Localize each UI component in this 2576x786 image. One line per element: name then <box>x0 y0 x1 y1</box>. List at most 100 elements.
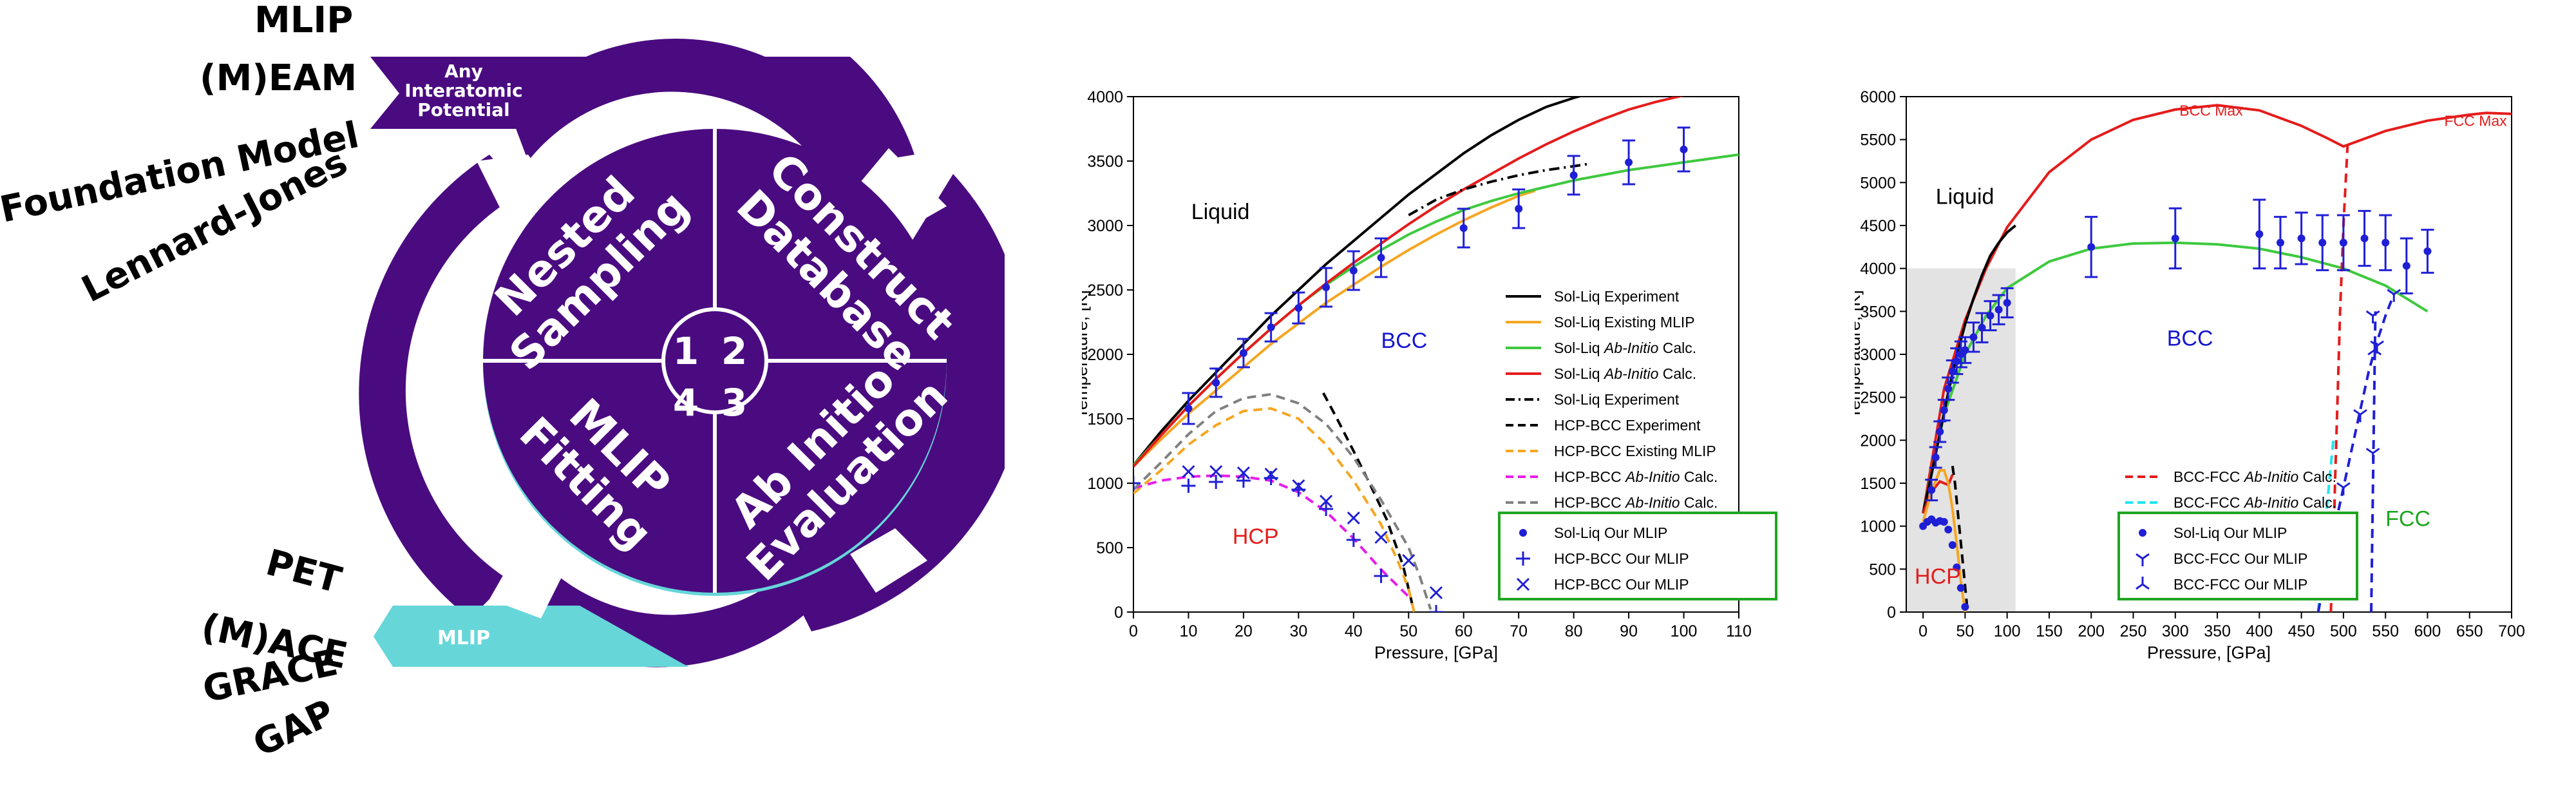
x-tick-label: 100 <box>1671 622 1698 640</box>
tri-down-marker <box>2336 482 2351 495</box>
region-label: Liquid <box>1936 185 1994 209</box>
legend-label: HCP-BCC Experiment <box>1554 417 1701 434</box>
legend-label: Sol-Liq Our MLIP <box>1554 524 1667 541</box>
step-number: 4 <box>673 381 699 425</box>
data-point <box>1944 385 1953 393</box>
x-marker <box>1236 466 1250 480</box>
data-point <box>1961 603 1969 611</box>
data-point <box>1515 205 1523 213</box>
plus-marker <box>1374 569 1388 583</box>
x-tick-label: 0 <box>1918 622 1927 640</box>
potential-label-bottom: PET <box>261 542 345 602</box>
legend-label: BCC-FCC Ab-Initio Calc. <box>2174 494 2336 511</box>
data-point <box>1927 486 1936 494</box>
plus-marker <box>1319 502 1334 516</box>
data-point <box>1680 146 1688 153</box>
legend: Sol-Liq Experiment Sol-Liq Existing MLIP S… <box>1498 288 1777 600</box>
x-marker <box>1320 494 1333 508</box>
x-marker <box>1209 465 1223 479</box>
y-tick-label: 4000 <box>1860 260 1896 278</box>
x-tick-label: 110 <box>1726 622 1752 640</box>
data-point <box>2402 262 2410 270</box>
x-tick-label: 300 <box>2162 622 2189 640</box>
x-tick-label: 100 <box>1994 622 2021 640</box>
y-axis-label: Temperature, [K] <box>1855 290 1864 419</box>
potential-label-bottom: GAP <box>247 692 341 765</box>
ring-gap-top-left <box>477 155 567 213</box>
x-tick-label: 10 <box>1180 622 1198 640</box>
y-tick-label: 4500 <box>1860 217 1896 235</box>
legend-box <box>1498 512 1777 600</box>
data-point <box>1322 283 1331 291</box>
plus-marker <box>1209 475 1224 489</box>
data-point <box>1953 357 1961 365</box>
phase-diagram-chart-2: 0 50 100 150 200 250 300 350 400 450 500 550 600 650 7… <box>1855 88 2525 662</box>
legend-label: BCC-FCC Our MLIP <box>2174 576 2307 593</box>
data-point <box>1948 541 1956 549</box>
y-tick-label: 1500 <box>1087 410 1123 428</box>
data-point <box>1294 304 1303 312</box>
region-label: Liquid <box>1191 200 1250 224</box>
legend-marker <box>1516 551 1530 566</box>
x-tick-label: 50 <box>1956 622 1974 640</box>
x-marker <box>1182 465 1195 479</box>
plus-marker <box>1346 533 1361 547</box>
data-point <box>2382 238 2390 247</box>
potential-label-top: MLIP <box>254 0 353 41</box>
tri-down-marker <box>2387 289 2401 302</box>
legend-label: Sol-Liq Ab-Initio Calc. <box>1554 365 1696 382</box>
data-point <box>1994 305 2003 314</box>
data-point <box>1978 323 1986 332</box>
legend-marker <box>2139 529 2146 537</box>
series-line <box>1133 407 1416 612</box>
legend-label: Sol-Liq Existing MLIP <box>1554 314 1695 331</box>
x-tick-label: 20 <box>1235 622 1253 640</box>
output-arrow-label: MLIP <box>437 627 490 649</box>
x-tick-label: 90 <box>1620 622 1638 640</box>
series-line <box>1922 224 2016 514</box>
y-tick-label: 5000 <box>1860 174 1896 192</box>
y-tick-label: 1500 <box>1860 475 1896 493</box>
phase-diagram-chart-1: 0 10 20 30 40 50 60 70 80 90 100 110 0 500 1000 1500 200… <box>1082 88 1777 662</box>
x-marker <box>1429 586 1443 600</box>
ring-gap-bottom-right <box>850 528 927 593</box>
series-line <box>1408 162 1591 216</box>
data-point <box>1961 346 1969 354</box>
x-tick-label: 400 <box>2246 622 2273 640</box>
legend-label: HCP-BCC Our MLIP <box>1554 576 1689 593</box>
outer-ring-right <box>786 174 1005 631</box>
region-label: BCC <box>1381 329 1428 353</box>
x-tick-label: 600 <box>2414 622 2441 640</box>
data-point <box>1986 312 1994 320</box>
data-point <box>1940 406 1948 414</box>
legend-label: BCC-FCC Ab-Initio Calc. <box>2174 468 2336 485</box>
plus-marker <box>1429 605 1443 612</box>
y-tick-label: 3500 <box>1087 153 1123 171</box>
x-tick-label: 50 <box>1399 622 1417 640</box>
x-tick-label: 80 <box>1565 622 1583 640</box>
y-tick-label: 4000 <box>1087 88 1123 106</box>
y-tick-label: 500 <box>1869 561 1896 579</box>
legend-label: BCC-FCC Our MLIP <box>2174 550 2307 567</box>
x-marker <box>1402 553 1416 568</box>
data-point <box>1459 224 1468 232</box>
y-tick-label: 2000 <box>1087 346 1123 364</box>
region-label: HCP <box>1233 524 1279 549</box>
potential-label-top: (M)EAM <box>200 57 357 99</box>
y-tick-label: 2500 <box>1860 389 1896 407</box>
input-arrow-label: Any <box>444 61 483 82</box>
ring-gap-bottom-left <box>489 554 567 618</box>
x-marker <box>1292 479 1305 493</box>
data-point <box>1969 333 1978 341</box>
series-line <box>1133 189 1536 468</box>
x-tick-label: 150 <box>2036 622 2063 640</box>
x-tick-label: 0 <box>1129 622 1138 640</box>
data-point <box>2255 230 2264 238</box>
data-point <box>1956 584 1965 592</box>
x-marker <box>1374 530 1388 544</box>
plot-area <box>1133 97 1739 612</box>
y-tick-label: 1000 <box>1860 518 1896 536</box>
